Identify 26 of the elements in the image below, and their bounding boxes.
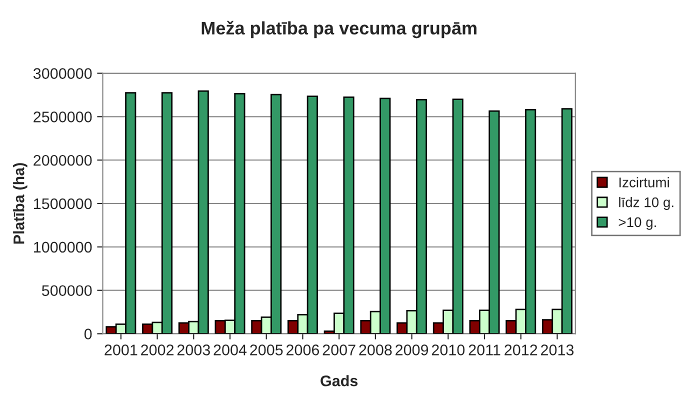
x-tick-label: 2013 [541,344,574,356]
x-tick-label: 2009 [396,344,428,356]
x-tick-label: 2012 [504,344,538,356]
y-tick-label: 2000000 [34,154,92,166]
y-tick-label: 1000000 [34,242,92,253]
y-tick-label: 500000 [42,285,92,296]
x-axis-title: Gads [320,375,358,386]
chart-title: Meža platība pa vecuma grupām [202,20,476,38]
x-tick-label: 2008 [359,344,392,356]
x-tick-label: 2010 [432,344,465,356]
x-tick-label: 2004 [214,344,247,356]
x-tick-label: 2005 [250,344,283,356]
y-tick-label: 1500000 [34,198,92,210]
legend-label: >10 g. [618,217,656,230]
y-axis-title: Platība (ha) [13,163,28,244]
y-tick-label: 3000000 [33,68,92,79]
x-tick-label: 2003 [177,344,210,356]
x-tick-label: 2001 [104,344,138,356]
legend-label: līdz 10 g. [619,197,674,210]
y-tick-label: 0 [84,328,92,340]
x-tick-label: 2007 [322,344,356,356]
x-tick-label: 2011 [468,344,500,356]
legend-label: Izcirtumi [619,177,669,188]
x-tick-label: 2002 [141,344,174,356]
y-tick-label: 2500000 [34,112,92,122]
x-tick-label: 2006 [286,344,320,356]
